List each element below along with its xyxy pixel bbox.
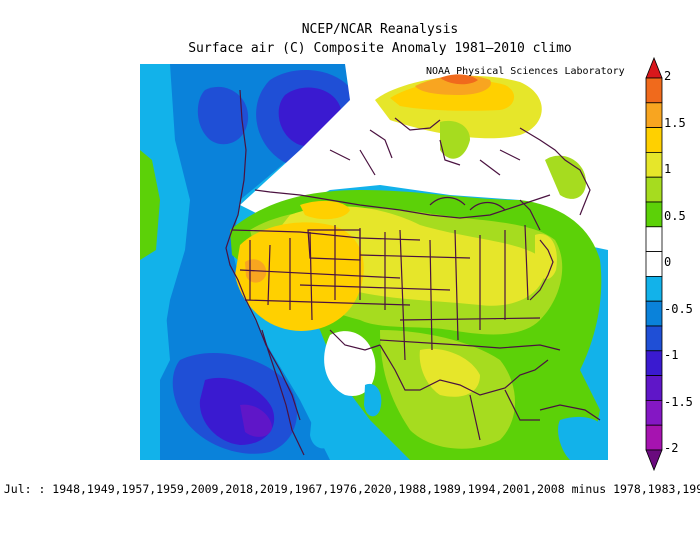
colorbar-tick-label: 1.5	[664, 115, 686, 130]
colorbar-tick-label: -2	[664, 441, 679, 455]
colorbar-bin	[645, 300, 663, 327]
chart-subtitle: Surface air (C) Composite Anomaly 1981–2…	[188, 41, 572, 56]
colorbar-tick-label: 2	[664, 69, 672, 83]
colorbar-bin	[645, 399, 663, 426]
colorbar-tick-label: -0.5	[664, 301, 693, 316]
colorbar-top-arrow	[645, 56, 663, 79]
colorbar	[645, 56, 663, 472]
colorbar-tick-label: -1.5	[664, 394, 693, 409]
boundary-lines	[225, 89, 601, 456]
colorbar-bin	[645, 275, 663, 302]
colorbar-bottom-arrow	[645, 449, 663, 472]
colorbar-bin	[645, 77, 663, 104]
colorbar-bin	[645, 350, 663, 376]
colorbar-bin	[645, 151, 663, 178]
colorbar-bin	[645, 176, 663, 203]
colorbar-bin	[645, 226, 663, 253]
colorbar-bin	[645, 127, 663, 153]
credit-label: NOAA Physical Sciences Laboratory	[426, 66, 625, 77]
colorbar-tick-label: 0	[664, 255, 672, 269]
colorbar-tick-label: 1	[664, 162, 672, 176]
colorbar-bin	[645, 201, 663, 228]
colorbar-tick-label: 0.5	[664, 208, 686, 223]
anomaly-field	[140, 64, 608, 460]
colorbar-tick-label: -1	[664, 348, 679, 362]
colorbar-bin	[645, 325, 663, 352]
chart-title: NCEP/NCAR Reanalysis	[301, 22, 459, 37]
colorbar-bin	[645, 424, 663, 451]
composite-caption: o Jul: : 1948,1949,1957,1959,2009,2018,2…	[0, 482, 700, 496]
colorbar-bin	[645, 251, 663, 277]
colorbar-bin	[645, 102, 663, 129]
colorbar-bin	[645, 375, 663, 401]
